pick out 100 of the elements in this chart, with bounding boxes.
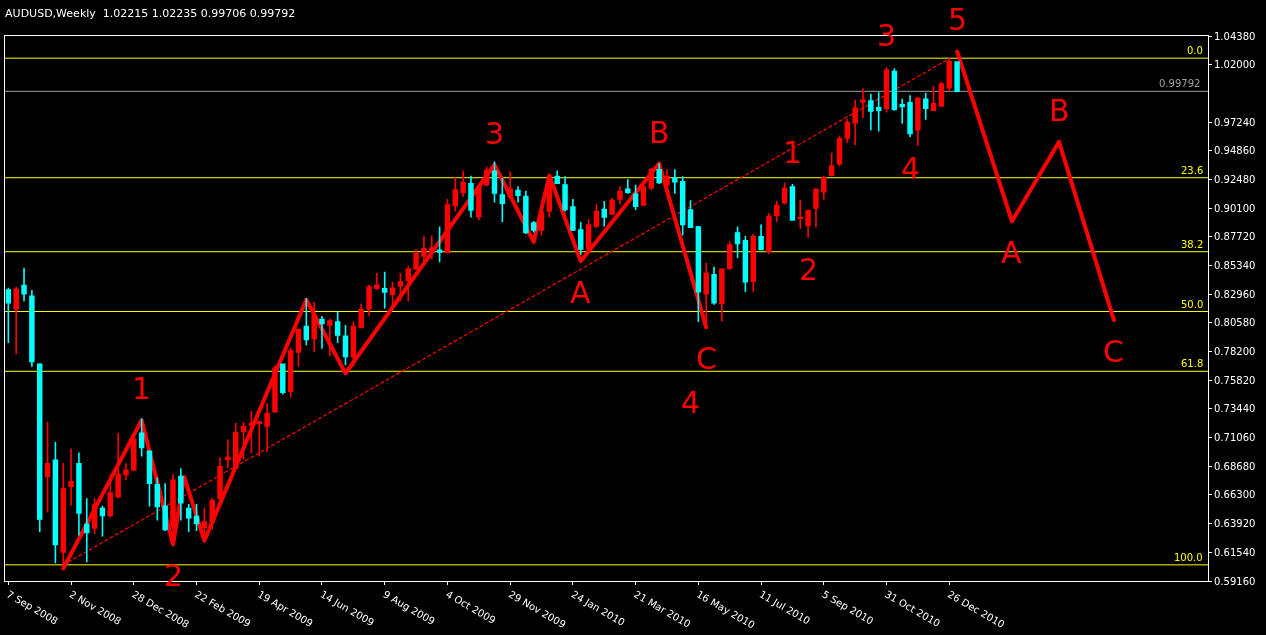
candlestick (68, 447, 74, 507)
candlestick (695, 225, 702, 323)
candlestick (209, 497, 215, 531)
candlestick (766, 212, 772, 255)
candlestick (672, 168, 678, 195)
candlestick (13, 286, 19, 356)
candlestick (201, 506, 208, 535)
candlestick (585, 218, 592, 252)
candlestick (742, 235, 749, 293)
candlestick (115, 432, 121, 499)
candlestick (123, 462, 129, 482)
annotation: 2 (799, 252, 819, 287)
candlestick (570, 198, 576, 232)
candlestick (711, 266, 717, 306)
candlestick (915, 96, 921, 147)
candlestick (648, 167, 655, 191)
candlestick (366, 283, 372, 317)
y-tick-label: 0.97240 (1214, 116, 1256, 128)
x-tick-label: 14 Jun 2009 (318, 588, 377, 629)
candlestick (734, 225, 741, 259)
candlestick (852, 98, 858, 146)
annotation: 5 (948, 2, 968, 37)
candlestick (476, 183, 482, 221)
candlestick (193, 503, 200, 532)
y-tick-label: 1.04380 (1214, 30, 1256, 42)
annotation: 61.8 (1181, 358, 1204, 369)
annotation: C (696, 341, 717, 376)
candlestick (256, 419, 262, 458)
candlestick (828, 151, 835, 178)
candlestick (138, 417, 145, 458)
y-tick-label: 0.80580 (1214, 317, 1256, 329)
candlestick (821, 174, 827, 201)
candlestick (640, 183, 647, 207)
candlestick (844, 118, 851, 144)
y-tick-label: 0.66300 (1214, 489, 1256, 501)
x-tick-label: 19 Apr 2009 (255, 588, 315, 629)
candlestick (750, 233, 756, 293)
candlestick (899, 97, 905, 125)
candlestick (578, 221, 584, 256)
y-tick-label: 0.71060 (1214, 432, 1256, 444)
candlestick (342, 324, 349, 367)
candlestick (264, 402, 270, 453)
candlestick (774, 200, 780, 223)
y-tick-label: 0.68680 (1214, 460, 1256, 472)
candlestick (813, 186, 819, 228)
candlestick (405, 265, 411, 302)
candlestick (938, 80, 945, 108)
x-tick-label: 16 May 2010 (694, 588, 757, 631)
annotation: C (1103, 334, 1124, 369)
candlestick (562, 175, 568, 213)
candlestick (311, 300, 317, 353)
annotation: 3 (485, 116, 505, 151)
candlestick (303, 297, 310, 347)
candlestick (538, 210, 545, 237)
candlestick (429, 234, 435, 261)
candlestick (52, 441, 59, 565)
candlestick (397, 272, 404, 302)
candlestick (178, 467, 184, 522)
x-tick-label: 24 Jan 2010 (569, 588, 627, 629)
candlestick (499, 177, 506, 223)
candlestick (726, 240, 733, 271)
y-tick-label: 0.90100 (1214, 202, 1256, 214)
y-tick-label: 0.59160 (1214, 575, 1256, 587)
annotation: 0.0 (1187, 45, 1203, 56)
line-series (955, 49, 1116, 323)
candlestick (860, 87, 866, 119)
candlestick (5, 286, 12, 344)
annotation: A (570, 275, 591, 310)
y-tick-label: 0.75820 (1214, 374, 1256, 386)
candlestick (632, 183, 639, 211)
candlestick (295, 327, 302, 368)
candlestick (225, 438, 231, 470)
candlestick (797, 198, 803, 230)
chart-title: AUDUSD,Weekly 1.02215 1.02235 0.99706 0.99792 (5, 7, 296, 21)
candlestick (233, 422, 239, 471)
candlestick (248, 410, 255, 455)
candlestick (656, 162, 662, 185)
candlestick (805, 208, 811, 239)
x-tick-label: 31 Oct 2010 (883, 588, 943, 629)
candlestick (468, 174, 474, 219)
candlestick (954, 61, 960, 94)
candlestick (601, 200, 607, 228)
candlestick (107, 473, 114, 519)
y-tick-label: 0.78200 (1214, 346, 1256, 358)
candlestick (758, 223, 764, 251)
candlestick (29, 289, 35, 368)
candlestick (21, 266, 27, 302)
ref-line-label: 0.99792 (1159, 78, 1201, 89)
candlestick (554, 169, 560, 185)
candlestick (358, 302, 364, 329)
candlestick (868, 93, 874, 132)
candlestick (146, 449, 153, 508)
candlestick (374, 272, 380, 291)
candlestick (240, 421, 247, 461)
candlestick (530, 220, 537, 234)
annotation: 23.6 (1181, 165, 1204, 176)
candlestick (37, 362, 43, 533)
y-tick-label: 0.92480 (1214, 173, 1256, 185)
x-tick-label: 29 Nov 2009 (506, 588, 568, 631)
candlestick (389, 281, 396, 312)
